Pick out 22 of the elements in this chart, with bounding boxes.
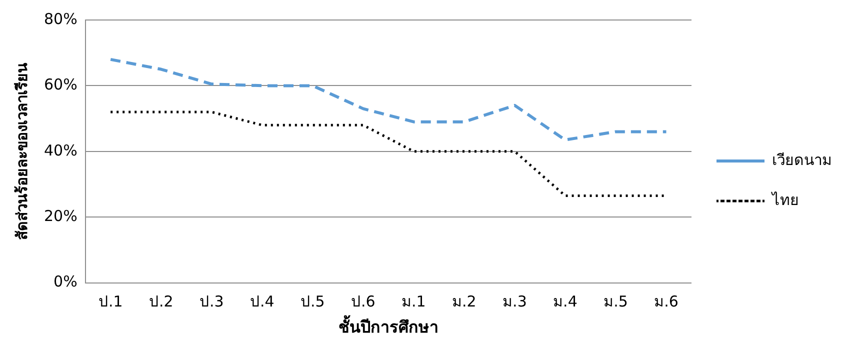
x-tick-label: ป.4 — [250, 292, 274, 311]
y-tick-label: 60% — [44, 76, 78, 94]
x-tick-label: ม.5 — [604, 292, 628, 311]
y-tick-label: 40% — [44, 141, 78, 160]
x-tick-label: ป.3 — [199, 292, 224, 311]
x-tick-label: ม.2 — [452, 292, 476, 311]
x-tick-label: ม.3 — [502, 292, 527, 311]
y-tick-label: 0% — [54, 272, 78, 291]
line-series — [109, 58, 668, 142]
x-tick-label: ป.2 — [148, 292, 174, 311]
y-tick-label: 80% — [44, 10, 78, 28]
x-tick-label: ม.1 — [402, 292, 426, 311]
legend-label: เวียดนาม — [772, 150, 832, 169]
y-tick-label: 20% — [44, 206, 78, 225]
legend-label: ไทย — [771, 190, 799, 209]
x-tick-label: ป.1 — [98, 292, 123, 311]
x-tick-label: ป.5 — [300, 292, 325, 311]
x-tick-label: ม.4 — [553, 292, 578, 311]
x-tick-label: ม.6 — [654, 292, 678, 311]
x-tick-label: ป.6 — [351, 292, 376, 311]
x-axis-title: ชั้นปีการศึกษา — [338, 314, 438, 337]
y-axis-title: สัดส่วนร้อยละของเวลาเรียน — [12, 62, 31, 240]
